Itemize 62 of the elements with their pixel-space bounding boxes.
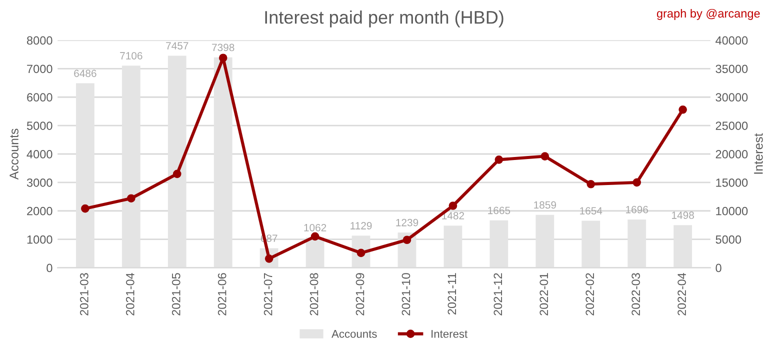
chart-title: Interest paid per month (HBD) [265, 10, 504, 28]
y2-tick-label: 20000 [716, 150, 748, 158]
x-tick-label: 2021-11 [448, 273, 456, 314]
text: graph by @arcange [656, 8, 760, 20]
y-axis-title: Accounts [10, 128, 18, 180]
y2-tick-label: 40000 [716, 36, 748, 45]
x-tick-label: 2021-06 [218, 273, 226, 316]
y-tick-label: 5000 [26, 122, 52, 130]
x-tick-label: 2021-05 [172, 273, 180, 316]
data-label: 7106 [120, 52, 142, 60]
x-tick-label: 2021-04 [126, 272, 134, 316]
x-tick-label: 2022-02 [586, 273, 594, 316]
x-tick-label: 2021-03 [80, 273, 88, 316]
point [126, 194, 136, 203]
point [632, 178, 642, 187]
y-tick-label: 2000 [27, 206, 52, 216]
point [586, 180, 596, 188]
y2-tick-label: 25000 [716, 122, 748, 130]
x-tick-label: 2021-08 [310, 273, 318, 316]
x-tick-label: 2022-04 [678, 272, 686, 316]
data-label: 1062 [304, 224, 326, 232]
data-label: 1129 [350, 222, 372, 230]
y-tick-label: 7000 [27, 64, 52, 74]
point [402, 236, 412, 244]
point [172, 170, 182, 178]
point [448, 202, 458, 210]
y-tick-label: 0 [46, 264, 52, 272]
legend-label: Accounts [332, 330, 377, 338]
point [218, 54, 228, 62]
data-label: 1696 [626, 206, 648, 214]
y2-tick-label: 10000 [716, 206, 748, 216]
point [310, 232, 320, 241]
x-tick-label: 2021-10 [402, 273, 410, 316]
y-tick-label: 1000 [27, 235, 52, 244]
data-label: 7398 [212, 44, 234, 52]
point [494, 156, 504, 164]
y2-tick-label: 35000 [716, 64, 748, 74]
x-tick-label: 2022-01 [540, 273, 548, 316]
data-label: 1239 [396, 218, 418, 226]
y2-tick-label: 5000 [716, 235, 742, 244]
y-tick-label: 4000 [26, 150, 52, 158]
point [81, 204, 90, 213]
y2-tick-label: 15000 [716, 178, 748, 187]
data-label: 1498 [672, 212, 694, 219]
y2-tick-label: 0 [716, 264, 722, 272]
data-label: 1654 [580, 207, 602, 214]
data-label: 1665 [488, 206, 510, 214]
data-label: 1859 [534, 201, 556, 209]
x-tick-label: 2021-07 [264, 273, 272, 316]
y-tick-label: 3000 [26, 178, 52, 187]
x-tick-label: 2021-12 [494, 273, 502, 316]
point [678, 105, 687, 114]
y2-axis-title: Interest [754, 133, 763, 174]
data-label: 7457 [166, 42, 188, 50]
x-tick-label: 2021-09 [356, 273, 364, 316]
y2-tick-label: 30000 [716, 93, 748, 102]
legend-label: Interest [432, 330, 468, 338]
point [540, 152, 550, 160]
y-tick-label: 8000 [26, 36, 52, 45]
y-tick-label: 6000 [27, 93, 52, 102]
data-label: 6486 [74, 70, 96, 78]
x-tick-label: 2022-03 [632, 273, 640, 316]
